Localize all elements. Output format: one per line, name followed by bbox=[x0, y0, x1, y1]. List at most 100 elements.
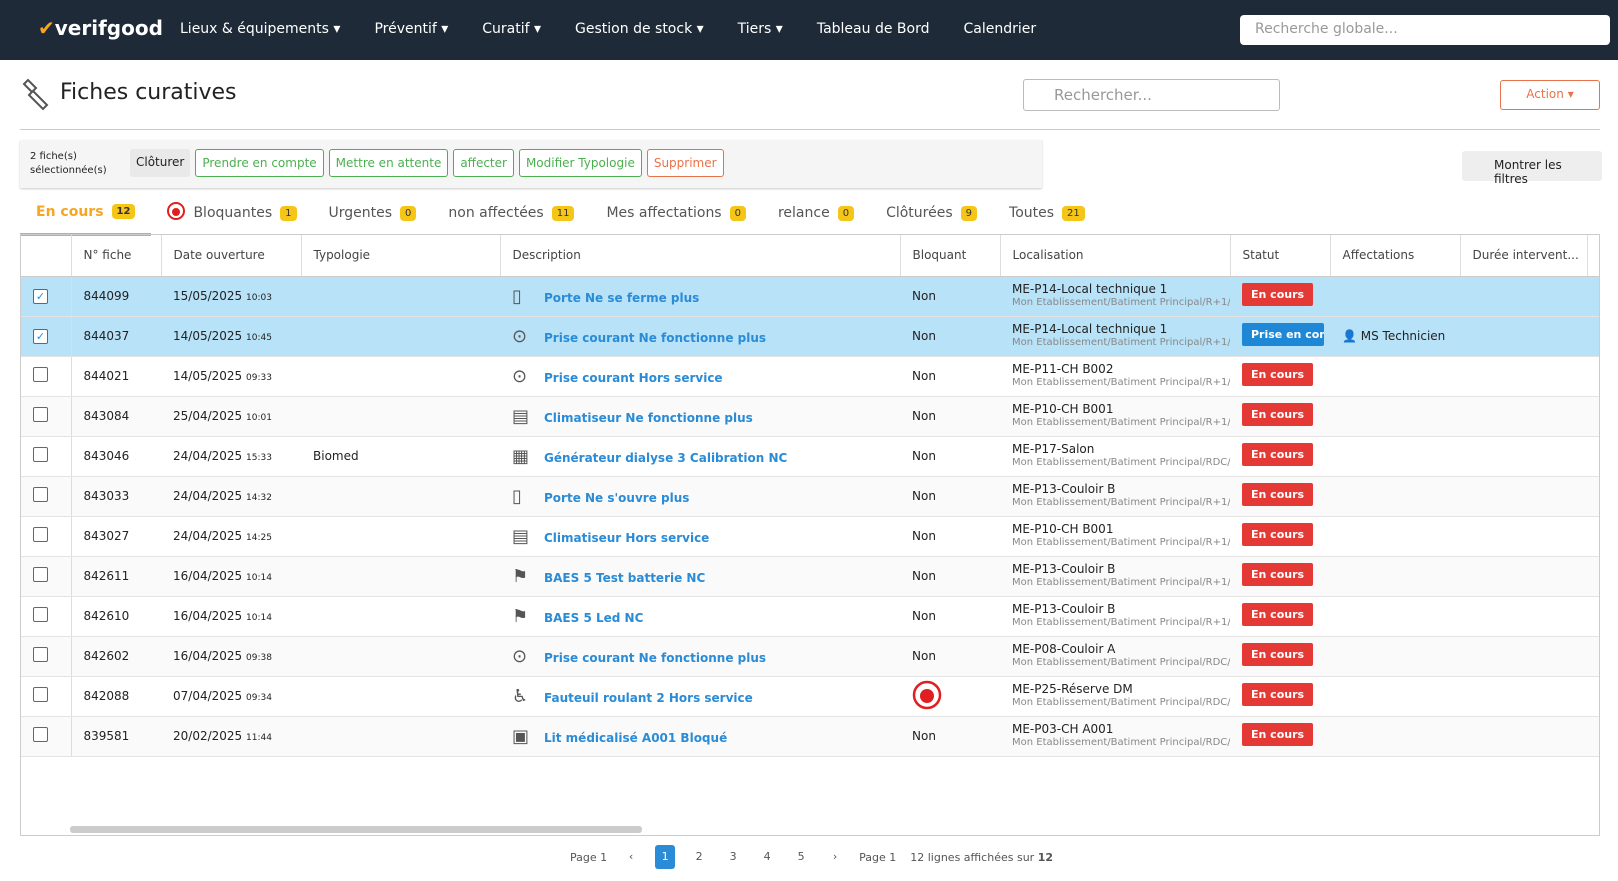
checkbox[interactable] bbox=[33, 367, 48, 382]
description[interactable]: BAES 5 Led NC bbox=[544, 610, 644, 625]
prev[interactable]: ‹ bbox=[628, 850, 634, 863]
tab-label: Clôturées bbox=[886, 205, 953, 221]
checkbox[interactable]: ✓ bbox=[33, 328, 48, 344]
table-row[interactable]: 839581 20/02/2025 11:44 ▣ Lit médicalisé A0… bbox=[21, 716, 1599, 757]
location-path: Mon Etablissement/Batiment Principal/R+1… bbox=[1012, 497, 1230, 508]
table-row[interactable]: 843046 24/04/2025 15:33 Biomed ▦ Générateur … bbox=[21, 436, 1599, 477]
type-icon: ▦ bbox=[512, 445, 530, 467]
fiche-id: 842602 bbox=[71, 636, 161, 677]
selection-button[interactable]: Clôturer bbox=[130, 149, 191, 177]
global-search[interactable]: Recherche globale... bbox=[1240, 15, 1610, 45]
status-badge: En cours bbox=[1242, 563, 1314, 586]
description[interactable]: Générateur dialyse 3 Calibration NC bbox=[544, 450, 788, 465]
checkbox-cell bbox=[21, 476, 72, 517]
description[interactable]: Porte Ne s'ouvre plus bbox=[544, 490, 690, 505]
brand[interactable]: ✔verifgood bbox=[38, 16, 163, 40]
description[interactable]: Prise courant Hors service bbox=[544, 370, 723, 385]
checkbox[interactable] bbox=[33, 567, 48, 582]
tab[interactable]: En cours 12 bbox=[20, 198, 152, 236]
checkbox[interactable] bbox=[33, 647, 48, 662]
description[interactable]: Porte Ne se ferme plus bbox=[544, 290, 700, 305]
nav-item[interactable]: Calendrier bbox=[963, 21, 1036, 37]
selection-button[interactable]: Supprimer bbox=[646, 149, 724, 177]
table-row[interactable]: 843084 25/04/2025 10:01 ▤ Climatiseur Ne fo… bbox=[21, 396, 1599, 437]
page-number[interactable]: 3 bbox=[729, 850, 737, 863]
location: ME-P10-CH B001 bbox=[1012, 402, 1114, 416]
checkbox[interactable]: ✓ bbox=[33, 288, 48, 304]
location: ME-P08-Couloir A bbox=[1012, 642, 1116, 656]
tab[interactable]: Mes affectations 0 bbox=[590, 198, 762, 236]
table-row[interactable]: 842602 16/04/2025 09:38 ⊙ Prise courant Ne … bbox=[21, 636, 1599, 677]
affectation-cell bbox=[1330, 636, 1460, 677]
checkbox[interactable] bbox=[33, 447, 48, 462]
checkbox[interactable] bbox=[33, 687, 48, 702]
duration bbox=[1460, 556, 1587, 597]
time: 10:14 bbox=[246, 573, 272, 583]
selection-button[interactable]: Prendre en compte bbox=[195, 149, 324, 177]
header-cell: Date ouverture bbox=[161, 235, 302, 277]
next[interactable]: › bbox=[832, 850, 838, 863]
table-row[interactable]: 842088 07/04/2025 09:34 ♿ Fauteuil roulant … bbox=[21, 676, 1599, 717]
nav-item[interactable]: Tiers ▾ bbox=[738, 21, 783, 37]
scrollbar[interactable] bbox=[70, 826, 642, 833]
header-cell: Statut bbox=[1230, 235, 1331, 277]
tab[interactable]: Clôturées 9 bbox=[870, 198, 993, 236]
tab[interactable]: Bloquantes 1 bbox=[151, 198, 312, 236]
checkbox[interactable] bbox=[33, 407, 48, 422]
page-number[interactable]: 5 bbox=[797, 850, 805, 863]
nav-item[interactable]: Préventif ▾ bbox=[374, 21, 448, 37]
table-row[interactable]: 842610 16/04/2025 10:14 ⚑ BAES 5 Led NC Non M… bbox=[21, 596, 1599, 637]
description[interactable]: Prise courant Ne fonctionne plus bbox=[544, 650, 767, 665]
description[interactable]: Climatiseur Ne fonctionne plus bbox=[544, 410, 753, 425]
page-number[interactable]: 4 bbox=[763, 850, 771, 863]
search[interactable]: Rechercher... bbox=[1023, 79, 1280, 111]
description[interactable]: Climatiseur Hors service bbox=[544, 530, 710, 545]
location: ME-P11-CH B002 bbox=[1012, 362, 1114, 376]
table-row[interactable]: 844021 14/05/2025 09:33 ⊙ Prise courant Hor… bbox=[21, 356, 1599, 397]
tab[interactable]: relance 0 bbox=[762, 198, 870, 236]
location-cell: ME-P11-CH B002 Mon Etablissement/Batiment… bbox=[1000, 356, 1230, 397]
nav-item[interactable]: Tableau de Bord bbox=[817, 21, 930, 37]
filters-button[interactable]: Montrer les filtres bbox=[1462, 151, 1602, 186]
checkbox[interactable] bbox=[33, 607, 48, 622]
nav-item[interactable]: Lieux & équipements ▾ bbox=[180, 21, 340, 37]
table-row[interactable]: 842611 16/04/2025 10:14 ⚑ BAES 5 Test batte… bbox=[21, 556, 1599, 597]
typologie bbox=[301, 396, 500, 437]
extra bbox=[1587, 436, 1599, 477]
nav-item[interactable]: Curatif ▾ bbox=[482, 21, 541, 37]
time: 09:38 bbox=[246, 653, 272, 663]
checkbox[interactable] bbox=[33, 527, 48, 542]
selection-button[interactable]: Modifier Typologie bbox=[518, 149, 642, 177]
date-cell: 14/05/2025 09:33 bbox=[161, 356, 301, 397]
nav-item[interactable]: Gestion de stock ▾ bbox=[575, 21, 704, 37]
page-number[interactable]: 1 bbox=[655, 845, 676, 869]
checkbox[interactable] bbox=[33, 487, 48, 502]
location-path: Mon Etablissement/Batiment Principal/R+1… bbox=[1012, 377, 1230, 388]
table-row[interactable]: 843033 24/04/2025 14:32 ▯ Porte Ne s'ouvre … bbox=[21, 476, 1599, 517]
extra bbox=[1587, 276, 1599, 317]
selection-button[interactable]: affecter bbox=[453, 149, 514, 177]
description[interactable]: BAES 5 Test batterie NC bbox=[544, 570, 706, 585]
description[interactable]: Fauteuil roulant 2 Hors service bbox=[544, 690, 753, 705]
checkbox-cell bbox=[21, 396, 72, 437]
checkbox[interactable] bbox=[33, 727, 48, 742]
blocking-icon bbox=[912, 680, 942, 713]
table-row[interactable]: 843027 24/04/2025 14:25 ▤ Climatiseur Hors … bbox=[21, 516, 1599, 557]
affectation-cell bbox=[1330, 596, 1460, 637]
selection-button[interactable]: Mettre en attente bbox=[328, 149, 449, 177]
blocking-icon bbox=[167, 202, 186, 224]
action-button[interactable]: Action ▾ bbox=[1500, 80, 1600, 110]
description-cell: ⊙ Prise courant Ne fonctionne plus bbox=[500, 636, 900, 677]
description[interactable]: Lit médicalisé A001 Bloqué bbox=[544, 730, 728, 745]
time: 14:25 bbox=[246, 533, 272, 543]
tab-label: Bloquantes bbox=[193, 205, 273, 221]
description[interactable]: Prise courant Ne fonctionne plus bbox=[544, 330, 767, 345]
table-row[interactable]: ✓ 844099 15/05/2025 10:03 ▯ Porte Ne se ferm… bbox=[21, 276, 1599, 317]
tab[interactable]: Toutes 21 bbox=[993, 198, 1101, 236]
tab[interactable]: Urgentes 0 bbox=[313, 198, 433, 236]
table-row[interactable]: ✓ 844037 14/05/2025 10:45 ⊙ Prise courant Ne… bbox=[21, 316, 1599, 357]
location-path: Mon Etablissement/Batiment Principal/R+1… bbox=[1012, 537, 1230, 548]
header-cell: Localisation bbox=[1000, 235, 1231, 277]
tab[interactable]: non affectées 11 bbox=[432, 198, 590, 236]
page-number[interactable]: 2 bbox=[695, 850, 703, 863]
